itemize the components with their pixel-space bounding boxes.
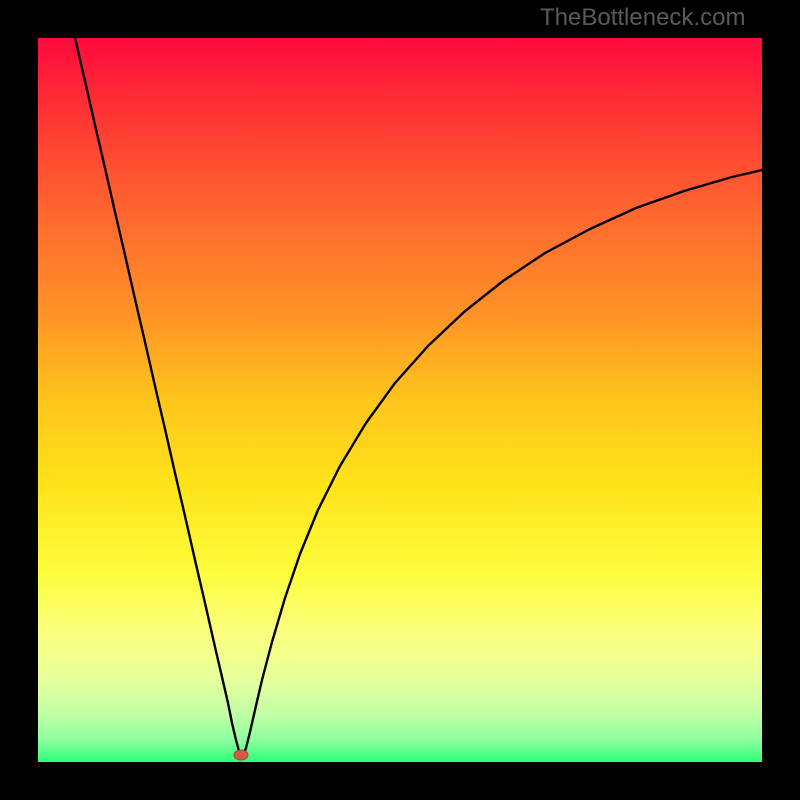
optimal-point-marker [234,750,248,760]
outer-frame: TheBottleneck.com [0,0,800,800]
plot-area [38,38,762,762]
watermark-text: TheBottleneck.com [540,4,745,32]
gradient-background [38,38,762,762]
chart-svg [38,38,762,762]
